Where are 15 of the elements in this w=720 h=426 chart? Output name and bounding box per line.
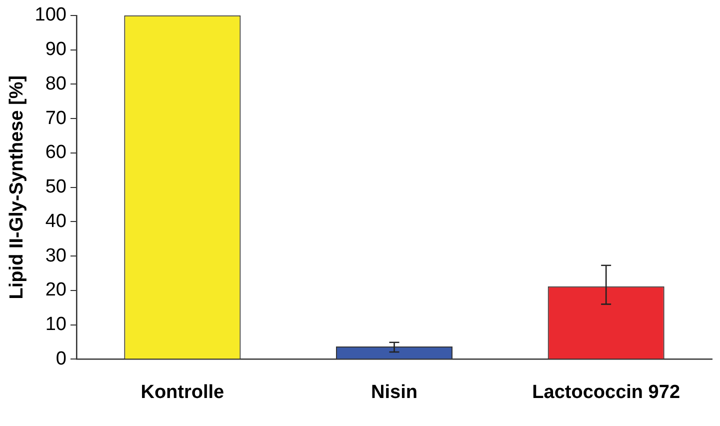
y-tick-label: 50 (45, 176, 66, 198)
y-tick-label: 30 (45, 245, 66, 266)
y-tick-label: 40 (45, 210, 66, 232)
y-tick-label: 100 (34, 4, 66, 26)
y-tick-label: 0 (56, 348, 66, 370)
y-tick-label: 70 (45, 108, 66, 129)
y-tick-label: 80 (45, 73, 66, 94)
x-tick-label: Kontrolle (140, 382, 224, 403)
x-tick-label: Lactococcin 972 (532, 382, 680, 403)
y-tick-label: 10 (45, 314, 66, 336)
y-tick-label: 60 (45, 142, 66, 164)
y-axis-title: Lipid II-Gly-Synthese [%] (6, 75, 28, 300)
x-tick-label: Nisin (371, 382, 418, 403)
y-tick-label: 90 (45, 39, 66, 60)
y-tick-label: 20 (45, 280, 66, 301)
